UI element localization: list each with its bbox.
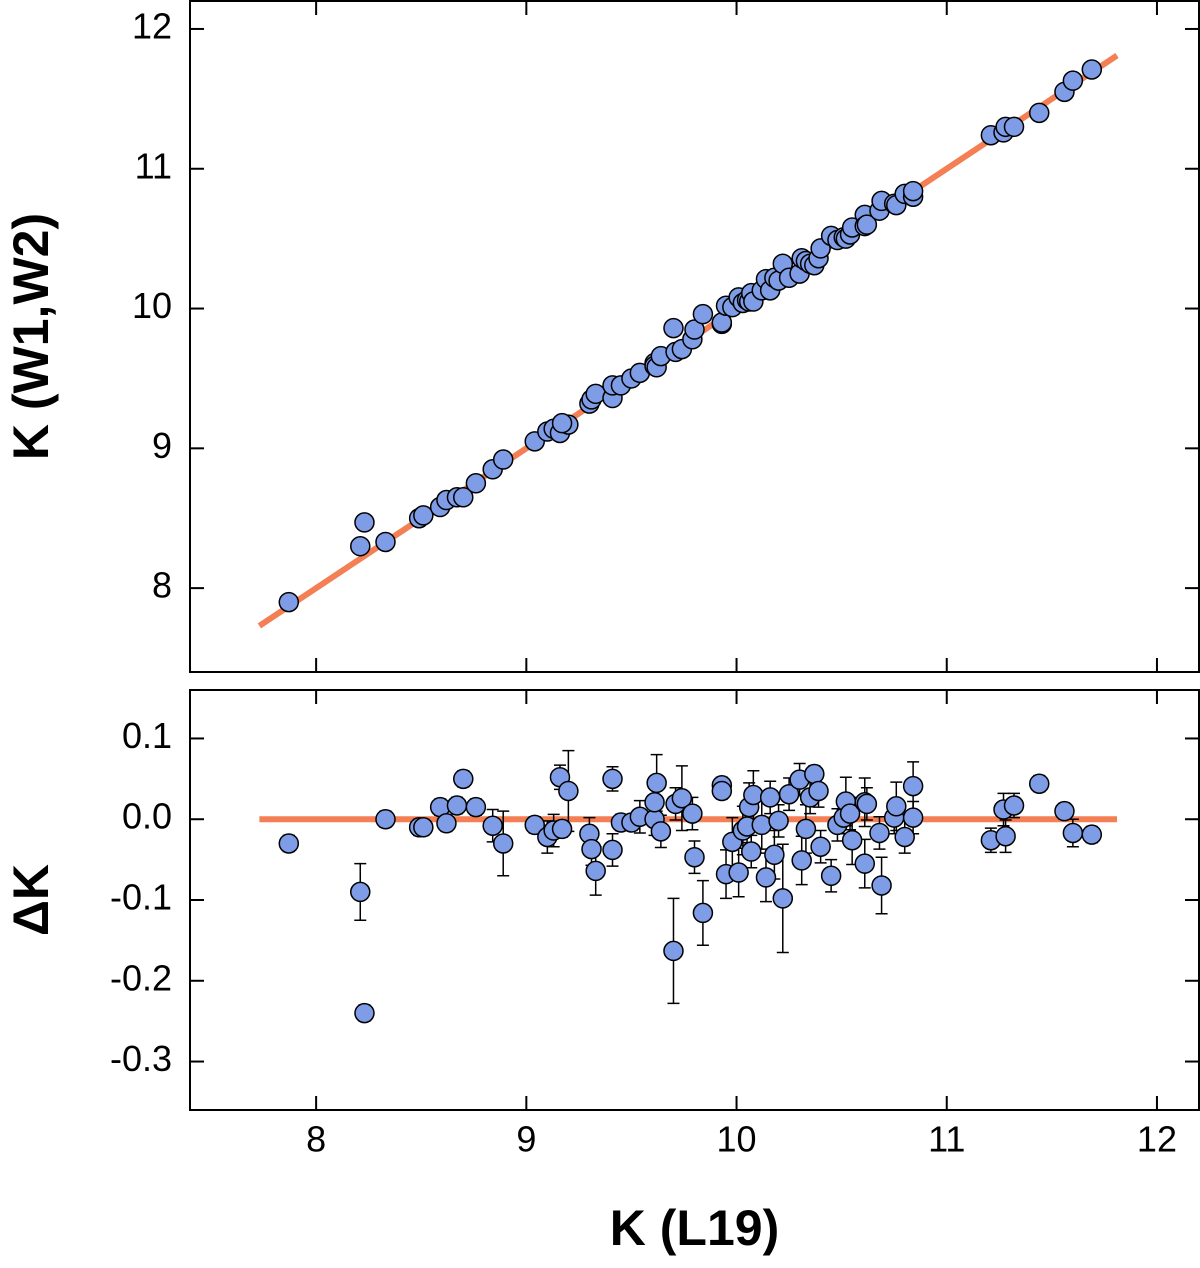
data-point [465, 796, 487, 818]
y-tick-label: -0.1 [110, 877, 172, 918]
y-axis-label: ΔK [3, 864, 59, 936]
data-point [482, 815, 503, 836]
data-point [728, 862, 749, 883]
y-tick-label: 10 [132, 285, 172, 326]
y-tick-label: 0.1 [122, 715, 172, 756]
data-point [711, 780, 733, 802]
plot-frame [189, 0, 1200, 673]
data-point [741, 841, 762, 862]
data-point [278, 591, 300, 613]
data-point [764, 844, 785, 866]
data-point [743, 784, 764, 806]
data-point [453, 487, 474, 508]
data-point [671, 787, 693, 809]
data-point [902, 775, 924, 797]
data-point [375, 808, 396, 830]
data-point [413, 505, 434, 526]
data-point [446, 795, 468, 816]
x-tick-label: 9 [516, 1119, 536, 1160]
data-point [869, 822, 890, 844]
x-axis-label: K (L19) [610, 1200, 779, 1256]
data-point [995, 825, 1016, 847]
data-point [585, 860, 606, 882]
data-point [585, 383, 606, 405]
data-point [1081, 59, 1103, 80]
data-point [650, 821, 672, 842]
data-point [854, 853, 876, 874]
data-point [841, 829, 863, 851]
data-point [453, 768, 474, 790]
data-point [682, 803, 703, 824]
data-point [751, 814, 773, 836]
data-point [839, 803, 861, 824]
data-point [808, 780, 829, 802]
data-point [1028, 102, 1050, 124]
plot-frame [189, 689, 1200, 1111]
data-point [1003, 116, 1025, 138]
data-point [350, 535, 371, 557]
x-tick-label: 12 [1137, 1119, 1177, 1160]
x-tick-label: 8 [306, 1119, 326, 1160]
data-point [684, 846, 705, 868]
data-point [646, 772, 667, 794]
data-point [1062, 70, 1084, 91]
data-point [1003, 795, 1025, 816]
data-point [856, 214, 878, 235]
data-point [492, 449, 514, 470]
data-point [1054, 800, 1075, 822]
data-point [581, 838, 602, 860]
data-point [436, 813, 457, 834]
data-point [684, 319, 705, 340]
data-point [856, 793, 878, 815]
data-point [871, 875, 892, 896]
data-point [768, 810, 789, 832]
data-point [492, 833, 514, 854]
data-point [820, 865, 842, 887]
data-point [1062, 822, 1084, 844]
data-point [602, 839, 623, 861]
data-point [465, 473, 487, 494]
data-point [644, 792, 665, 813]
y-tick-label: 8 [152, 565, 172, 606]
y-tick-label: 12 [132, 5, 172, 46]
data-point [759, 787, 781, 808]
data-point [558, 780, 579, 802]
x-tick-label: 11 [928, 1119, 965, 1160]
data-point [791, 850, 812, 871]
y-tick-label: -0.3 [110, 1038, 172, 1079]
data-point [524, 814, 545, 836]
data-point [692, 902, 714, 924]
data-point [663, 317, 684, 339]
data-point [278, 833, 300, 854]
data-point [772, 888, 794, 909]
x-tick-label: 10 [717, 1119, 757, 1160]
data-point [413, 817, 434, 838]
data-point [795, 818, 817, 840]
data-point [1081, 824, 1103, 845]
y-tick-label: -0.2 [110, 957, 172, 998]
data-point [692, 303, 714, 325]
data-point [354, 1002, 375, 1024]
y-axis-label: K (W1,W2) [3, 213, 59, 460]
data-point [354, 512, 375, 533]
data-point [902, 807, 924, 828]
data-point [602, 768, 623, 790]
data-point [886, 796, 907, 817]
data-point [804, 763, 825, 785]
data-point [810, 836, 831, 857]
data-point [551, 412, 573, 434]
data-point [375, 531, 396, 553]
data-point [1028, 773, 1050, 794]
data-point [755, 867, 777, 888]
data-point [894, 826, 915, 848]
data-point [663, 940, 684, 962]
y-tick-label: 11 [135, 145, 172, 186]
y-tick-label: 0.0 [122, 796, 172, 837]
data-point [551, 818, 573, 840]
data-point [902, 180, 924, 202]
y-tick-label: 9 [152, 425, 172, 466]
data-point [350, 881, 371, 903]
data-point [778, 783, 800, 805]
